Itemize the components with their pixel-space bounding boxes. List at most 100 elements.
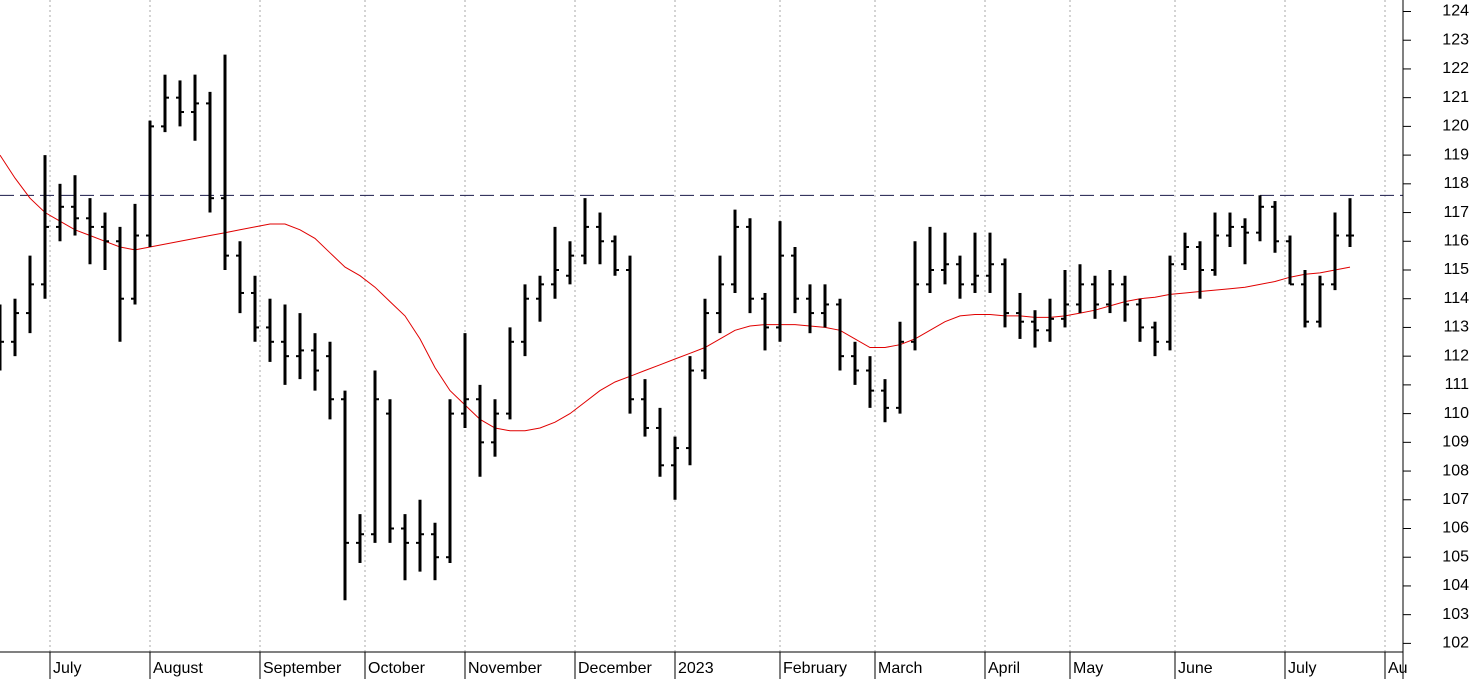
ohlc-bar bbox=[701, 298, 709, 380]
ohlc-bar bbox=[131, 203, 139, 305]
ohlc-bar bbox=[266, 298, 274, 362]
ohlc-bar bbox=[146, 120, 154, 248]
ohlc-bar bbox=[1106, 269, 1114, 314]
ohlc-bar bbox=[1091, 275, 1099, 319]
ohlc-bar bbox=[476, 384, 484, 477]
y-tick-label: 115 bbox=[1443, 261, 1469, 278]
ohlc-bar bbox=[536, 275, 544, 322]
x-tick-label: July bbox=[53, 660, 81, 677]
ohlc-bar bbox=[611, 235, 619, 276]
x-tick-label: October bbox=[368, 660, 426, 677]
ohlc-bar bbox=[1136, 298, 1144, 342]
x-tick-label: May bbox=[1073, 660, 1103, 677]
y-tick-label: 110 bbox=[1443, 405, 1469, 422]
ohlc-bar bbox=[986, 232, 994, 293]
ohlc-bar bbox=[716, 255, 724, 334]
ohlc-bar bbox=[1271, 201, 1279, 253]
ohlc-bar bbox=[401, 514, 409, 581]
ohlc-bar bbox=[581, 198, 589, 265]
ohlc-bar bbox=[926, 226, 934, 293]
x-tick-label: March bbox=[878, 660, 922, 677]
ohlc-bar bbox=[596, 212, 604, 265]
ohlc-bar bbox=[56, 183, 64, 242]
y-tick-label: 119 bbox=[1443, 146, 1469, 163]
y-tick-label: 112 bbox=[1443, 347, 1469, 364]
ohlc-bar bbox=[1061, 269, 1069, 328]
y-tick-label: 106 bbox=[1442, 520, 1469, 537]
ohlc-bar bbox=[446, 399, 454, 563]
ohlc-bar bbox=[1316, 275, 1324, 328]
y-tick-label: 114 bbox=[1443, 290, 1469, 307]
ohlc-bar bbox=[551, 226, 559, 299]
ohlc-bar bbox=[656, 407, 664, 477]
y-tick-label: 104 bbox=[1442, 577, 1469, 594]
ohlc-bar bbox=[896, 321, 904, 414]
ohlc-bar bbox=[1151, 321, 1159, 357]
ohlc-bar bbox=[566, 241, 574, 285]
ohlc-bar bbox=[806, 284, 814, 334]
y-tick-label: 107 bbox=[1442, 491, 1469, 508]
x-tick-label: July bbox=[1288, 660, 1316, 677]
x-tick-label: February bbox=[783, 660, 847, 677]
ohlc-bar bbox=[281, 304, 289, 385]
y-tick-label: 122 bbox=[1442, 60, 1469, 77]
y-tick-label: 118 bbox=[1443, 175, 1469, 192]
ohlc-bar bbox=[881, 379, 889, 423]
plot-area bbox=[0, 54, 1403, 601]
ohlc-bar bbox=[506, 327, 514, 420]
ohlc-bar bbox=[251, 275, 259, 342]
ohlc-bar bbox=[206, 91, 214, 213]
ohlc-bar bbox=[0, 304, 4, 371]
ohlc-bar bbox=[161, 74, 169, 133]
ohlc-bar bbox=[1346, 198, 1354, 248]
ohlc-bar bbox=[836, 298, 844, 371]
ohlc-bar bbox=[941, 232, 949, 285]
ohlc-bar bbox=[311, 333, 319, 391]
ohlc-bar bbox=[371, 370, 379, 543]
ohlc-bar bbox=[491, 399, 499, 457]
ohlc-bar bbox=[461, 333, 469, 428]
ohlc-bar bbox=[956, 255, 964, 299]
ohlc-bar bbox=[101, 212, 109, 270]
ohlc-bar bbox=[1331, 212, 1339, 291]
y-tick-label: 108 bbox=[1442, 462, 1469, 479]
y-tick-label: 103 bbox=[1442, 606, 1469, 623]
ohlc-bar bbox=[236, 241, 244, 314]
ohlc-bar bbox=[1181, 232, 1189, 270]
ohlc-bar bbox=[641, 379, 649, 437]
ohlc-bar bbox=[26, 255, 34, 334]
ohlc-bar bbox=[221, 54, 229, 270]
ohlc-bar bbox=[71, 175, 79, 236]
ohlc-bar bbox=[326, 341, 334, 420]
ohlc-bar bbox=[1121, 275, 1129, 322]
ohlc-bar bbox=[416, 499, 424, 572]
y-tick-label: 123 bbox=[1442, 31, 1469, 48]
ohlc-bar bbox=[911, 241, 919, 351]
ohlc-bar bbox=[626, 255, 634, 414]
y-tick-label: 111 bbox=[1445, 376, 1469, 393]
x-tick-label: November bbox=[468, 660, 542, 677]
y-tick-label: 102 bbox=[1442, 635, 1469, 652]
ohlc-bar bbox=[86, 198, 94, 265]
ohlc-bar bbox=[296, 313, 304, 380]
ohlc-bar bbox=[776, 221, 784, 342]
ohlc-bar bbox=[791, 247, 799, 314]
x-tick-label: August bbox=[153, 660, 203, 677]
x-tick-label: December bbox=[578, 660, 652, 677]
ohlc-bar bbox=[1301, 269, 1309, 328]
ohlc-bar bbox=[821, 284, 829, 328]
x-tick-label: Au bbox=[1388, 660, 1408, 677]
ohlc-bar bbox=[521, 284, 529, 357]
ohlc-bar bbox=[1031, 310, 1039, 348]
ohlc-bar bbox=[341, 390, 349, 601]
ohlc-bar bbox=[11, 298, 19, 357]
y-tick-label: 116 bbox=[1443, 232, 1469, 249]
ohlc-bar bbox=[356, 514, 364, 563]
ohlc-bar bbox=[386, 399, 394, 543]
y-tick-label: 120 bbox=[1442, 118, 1469, 135]
ohlc-bar bbox=[191, 74, 199, 141]
ohlc-bar bbox=[1076, 264, 1084, 314]
x-tick-label: 2023 bbox=[678, 660, 714, 677]
